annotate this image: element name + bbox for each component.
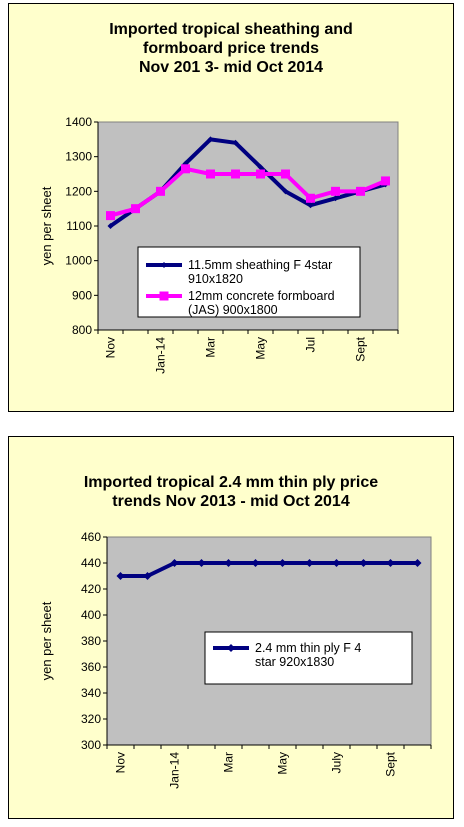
x-tick-label: May [254,337,268,360]
y-tick-label: 440 [81,556,101,570]
chart-title: Imported tropical 2.4 mm thin ply price … [9,473,453,511]
data-point [356,186,365,196]
legend-label: 2.4 mm thin ply F 4 [255,641,361,655]
data-point [332,559,341,567]
chart-title: Imported tropical sheathing and formboar… [9,20,453,77]
data-point [281,169,290,179]
legend-label: star 920x1830 [255,655,334,669]
x-tick-label: Jan-14 [168,752,182,789]
chart-svg-thin-ply: 300 320 340 360 380 400 420 440 460 Nov Jan-14 Mar M… [39,530,432,789]
chart-title-line-1: Imported tropical sheathing and [109,21,353,38]
y-tick-label: 1300 [65,150,92,164]
x-tick-label: Jan-14 [154,337,168,374]
y-tick-label: 340 [81,686,101,700]
data-point [143,572,152,580]
data-point [306,193,315,203]
data-point [207,136,214,143]
data-point [170,559,179,567]
legend-label: 11.5mm sheathing F 4star [188,258,332,272]
data-point [413,559,422,567]
x-tick-label: Jul [304,337,318,352]
x-tick-label: Mar [204,337,218,358]
chart-title-line-2: trends Nov 2013 - mid Oct 2014 [112,493,350,510]
chart-title-line-2: formboard price trends [142,40,320,57]
data-point [332,195,339,202]
data-point [206,169,215,179]
data-point [305,559,314,567]
data-point [256,169,265,179]
data-point [282,188,289,195]
series-line [120,561,418,578]
data-point [106,211,115,221]
y-axis-label: yen per sheet [39,186,54,265]
y-tick-label: 380 [81,634,101,648]
data-point [386,559,395,567]
chart-title-line-1: Imported tropical 2.4 mm thin ply price [83,474,379,491]
legend-label: 12mm concrete formboard [188,289,335,303]
data-point [381,176,390,186]
data-point [257,164,264,171]
x-tick-label: Sept [384,751,398,776]
data-point [159,291,169,301]
data-point [278,559,287,567]
legend-label: 910x1820 [188,272,243,286]
data-point [232,139,239,146]
data-point [107,223,114,229]
data-point [181,164,190,174]
y-tick-label: 1200 [65,184,92,198]
y-tick-label: 460 [81,530,101,544]
legend-box [204,631,413,685]
data-point [331,186,340,196]
x-tick-label: Mar [222,752,236,773]
data-point [131,204,140,214]
data-point [116,572,125,580]
y-tick-label: 1100 [66,219,92,233]
y-tick-label: 1400 [65,115,92,129]
y-tick-label: 400 [81,608,101,622]
data-point [161,262,167,268]
y-tick-label: 1000 [65,254,92,268]
chart-panel-sheathing: Imported tropical sheathing and formboar… [8,3,454,412]
y-tick-label: 320 [81,712,101,726]
y-tick-label: 360 [81,660,101,674]
data-point [307,202,314,209]
x-tick-label: July [330,752,344,773]
y-tick-label: 300 [81,738,101,752]
x-tick-label: May [276,752,290,775]
legend-label: (JAS) 900x1800 [188,303,278,317]
data-point [251,559,260,567]
y-tick-label: 420 [81,582,101,596]
chart-svg-sheathing: 800 900 1000 1100 1200 1300 1400 Nov Jan-14 Mar Ma… [39,115,399,374]
chart-title-line-3: Nov 201 3- mid Oct 2014 [138,59,324,76]
chart-panel-thin-ply: Imported tropical 2.4 mm thin ply price … [8,436,454,819]
x-tick-label: Nov [114,752,128,773]
data-point [197,559,206,567]
data-point [227,644,235,652]
x-tick-label: Nov [104,337,118,358]
data-point [231,169,240,179]
data-point [224,559,233,567]
y-tick-label: 900 [72,288,92,302]
data-point [156,186,165,196]
y-tick-label: 800 [72,323,92,337]
y-axis-label: yen per sheet [39,601,54,680]
data-point [359,559,368,567]
legend-box [137,246,361,318]
x-tick-label: Sept [354,336,368,361]
